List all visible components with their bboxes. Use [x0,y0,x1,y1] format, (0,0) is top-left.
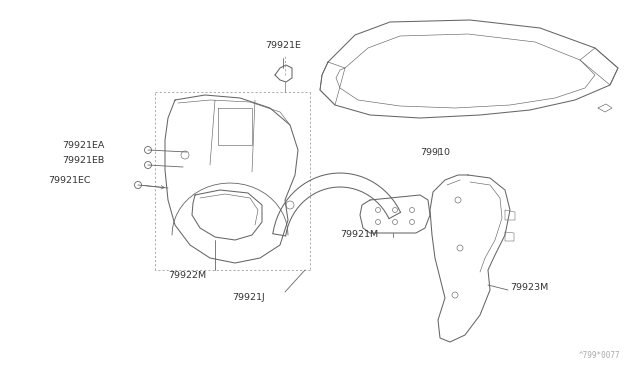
Text: 79910: 79910 [420,148,450,157]
Text: 79921J: 79921J [232,293,265,302]
Text: 79921EA: 79921EA [62,141,104,150]
Text: 79921EB: 79921EB [62,156,104,165]
Text: ^799*0077: ^799*0077 [579,351,620,360]
Text: 79923M: 79923M [510,283,548,292]
Text: 79921EC: 79921EC [48,176,90,185]
Text: 79922M: 79922M [168,271,206,280]
Text: 79921M: 79921M [340,230,378,239]
Text: 79921E: 79921E [265,41,301,50]
